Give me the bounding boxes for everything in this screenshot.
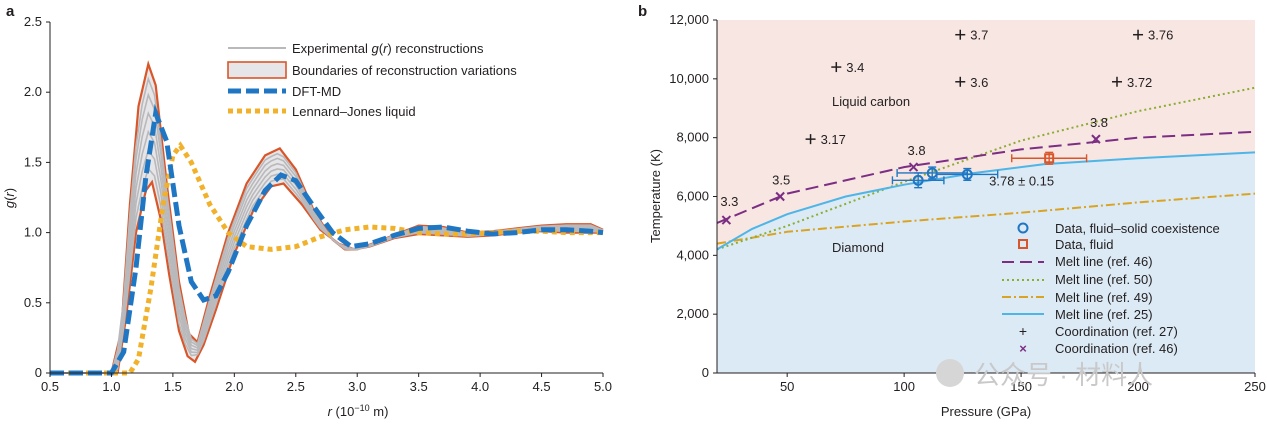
b-legend-ref25-label: Melt line (ref. 25) — [1055, 307, 1153, 322]
panel-a-label: a — [6, 3, 15, 20]
a-legend-dft-label: DFT-MD — [292, 84, 341, 99]
b-coord27-label-1: 3.17 — [821, 132, 846, 147]
b-legend-fluid-swatch — [1018, 239, 1028, 249]
b-legend-fluid-label: Data, fluid — [1055, 237, 1114, 252]
a-x-tick-label: 3.5 — [410, 379, 428, 394]
panel-b: b 3.78 ± 0.15 3.4 3.17 3.7 3.6 3.76 3.72 3.3 3.5… — [638, 3, 1266, 419]
a-legend: Experimental g(r) reconstructions Bounda… — [227, 41, 517, 119]
b-coord46-label-1: 3.5 — [772, 173, 790, 188]
b-fluid-marker — [1044, 153, 1055, 164]
b-legend: Data, fluid–solid coexistence Data, flui… — [1002, 221, 1220, 356]
b-y-tick-label: 8,000 — [676, 130, 709, 145]
b-coord27-label-0: 3.4 — [846, 60, 864, 75]
b-legend-ref46-cross-swatch: × — [1019, 341, 1027, 356]
a-axes: 0.5 1.0 1.5 2.0 2.5 3.0 3.5 4.0 4.5 5.000.51.01.5… — [24, 14, 612, 394]
b-coord46-b-3 — [1091, 134, 1101, 144]
panel-b-label: b — [638, 3, 647, 20]
b-x-tick-label: 100 — [893, 379, 915, 394]
b-melt-lines — [716, 86, 1256, 251]
a-dft-md-curve — [50, 103, 604, 376]
b-x-tick-label: 150 — [1010, 379, 1032, 394]
b-melt-line-ref50 — [716, 86, 1256, 251]
b-phase-regions — [717, 20, 1255, 373]
a-x-tick-label: 4.0 — [471, 379, 489, 394]
b-y-tick-label: 0 — [702, 365, 709, 380]
b-coord46-b-2 — [908, 162, 919, 172]
b-data-points: 3.78 ± 0.15 3.4 3.17 3.7 3.6 3.76 3.72 3.3 3.5 3.… — [720, 28, 1173, 225]
b-coord46-b-0 — [721, 215, 732, 225]
b-x-tick-label: 200 — [1127, 379, 1149, 394]
b-coord46-b-1 — [775, 191, 785, 202]
watermark-logo-icon — [936, 359, 964, 387]
b-liquid-region-label: Liquid carbon — [832, 94, 910, 109]
b-y-tick-label: 10,000 — [669, 71, 709, 86]
panel-a: a 0.5 1.0 1.5 2.0 2.5 3.0 3.5 4.0 4.5 5.000.51.01… — [2, 3, 612, 419]
b-legend-ref27-swatch: + — [1019, 323, 1027, 339]
b-y-axis-label: Temperature (K) — [648, 149, 663, 243]
b-x-axis-label: Pressure (GPa) — [941, 404, 1031, 419]
b-coord27-label-2: 3.7 — [970, 28, 988, 43]
b-coexist-marker-2 — [961, 168, 973, 180]
b-fluid-label: 3.78 ± 0.15 — [989, 173, 1054, 188]
a-y-tick-label: 0 — [35, 365, 42, 380]
a-y-axis-label: g(r) — [2, 188, 17, 208]
a-y-tick-label: 1.5 — [24, 154, 42, 169]
a-y-tick-label: 2.5 — [24, 14, 42, 29]
b-diamond-region-label: Diamond — [832, 240, 884, 255]
a-y-tick-label: 1.0 — [24, 225, 42, 240]
b-coord46-label-0: 3.3 — [720, 194, 738, 209]
a-y-tick-label: 0.5 — [24, 295, 42, 310]
b-legend-coexist-swatch — [1017, 222, 1029, 234]
b-x-tick-label: 250 — [1244, 379, 1266, 394]
b-melt-line-ref25 — [716, 151, 1256, 251]
b-coord46-label-2: 3.8 — [907, 143, 925, 158]
b-legend-ref46-label: Melt line (ref. 46) — [1055, 254, 1153, 269]
b-axes: 50 100 150 200 250 0 2,000 4,000 6,000 8,000 10,00… — [669, 12, 1266, 394]
a-x-tick-label: 1.0 — [102, 379, 120, 394]
b-coexist-marker-0 — [912, 174, 924, 186]
b-legend-coord27-label: Coordination (ref. 27) — [1055, 324, 1178, 339]
a-legend-bounds-swatch — [227, 61, 287, 79]
b-legend-coord46-label: Coordination (ref. 46) — [1055, 341, 1178, 356]
b-y-tick-label: 6,000 — [676, 189, 709, 204]
a-x-tick-label: 4.5 — [533, 379, 551, 394]
b-diamond-region — [717, 152, 1255, 373]
a-x-tick-label: 5.0 — [594, 379, 612, 394]
b-coord27-label-5: 3.72 — [1127, 75, 1152, 90]
a-x-tick-label: 3.0 — [348, 379, 366, 394]
b-y-tick-label: 4,000 — [676, 247, 709, 262]
b-legend-coexist-label: Data, fluid–solid coexistence — [1055, 221, 1220, 236]
b-y-tick-label: 12,000 — [669, 12, 709, 27]
a-x-tick-label: 1.5 — [164, 379, 182, 394]
b-coord27-label-3: 3.6 — [970, 75, 988, 90]
a-x-axis-label: r (10−10 m) — [328, 403, 389, 419]
watermark: 公众号 · 材料人 — [936, 359, 1153, 390]
b-x-tick-label: 50 — [780, 379, 794, 394]
b-y-tick-label: 2,000 — [676, 306, 709, 321]
b-coord46-label-3: 3.8 — [1090, 115, 1108, 130]
b-melt-line-ref46 — [716, 130, 1256, 224]
b-melt-line-ref49 — [716, 192, 1256, 245]
watermark-text: 公众号 · 材料人 — [974, 360, 1153, 390]
b-coord27-label-4: 3.76 — [1148, 28, 1173, 43]
a-x-tick-label: 0.5 — [41, 379, 59, 394]
a-y-tick-label: 2.0 — [24, 84, 42, 99]
a-x-tick-label: 2.5 — [287, 379, 305, 394]
a-legend-bounds-label: Boundaries of reconstruction variations — [292, 63, 517, 78]
a-model-curves — [50, 103, 604, 376]
b-legend-ref50-label: Melt line (ref. 50) — [1055, 272, 1153, 287]
b-legend-ref49-label: Melt line (ref. 49) — [1055, 290, 1153, 305]
a-x-tick-label: 2.0 — [225, 379, 243, 394]
a-legend-exp-label: Experimental g(r) reconstructions — [292, 41, 484, 56]
a-legend-lj-label: Lennard–Jones liquid — [292, 104, 416, 119]
